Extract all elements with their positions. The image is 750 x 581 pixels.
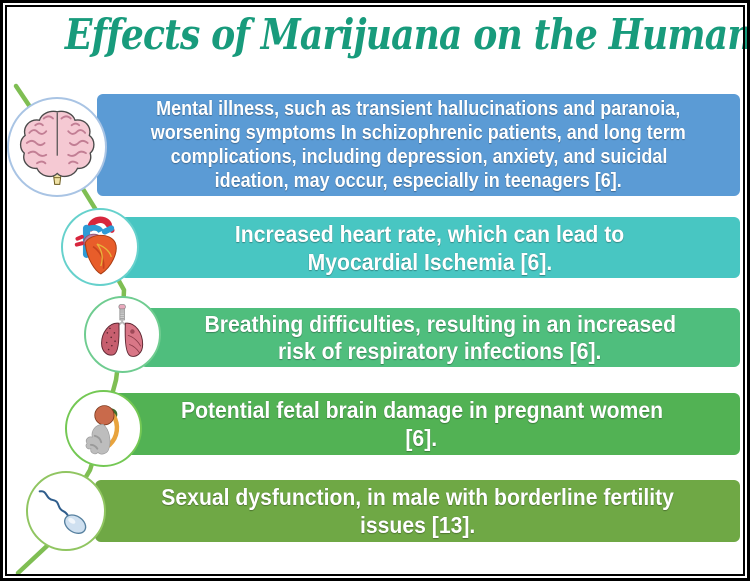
banner-sexual-dysfunction: Sexual dysfunction, in male with borderl… bbox=[95, 480, 740, 542]
banner-line: Breathing difficulties, resulting in an … bbox=[204, 310, 676, 337]
sperm-icon bbox=[38, 489, 86, 534]
lungs-circle bbox=[84, 296, 161, 373]
banner-line: complications, including depression, anx… bbox=[170, 146, 667, 168]
banner-line: ideation, may occur, especially in teena… bbox=[214, 170, 623, 192]
heart-circle bbox=[61, 208, 139, 286]
fetus-icon bbox=[86, 405, 120, 455]
sperm-circle bbox=[26, 471, 106, 551]
banner-line: Sexual dysfunction, in male with borderl… bbox=[161, 484, 674, 510]
page-title: Effects of Marijuana on the Human Body bbox=[0, 10, 750, 59]
banner-line: Myocardial Ischemia [6]. bbox=[307, 248, 553, 275]
brain-icon bbox=[19, 110, 95, 185]
fetus-circle bbox=[65, 390, 142, 467]
page-title-text: Effects of Marijuana on the Human Body bbox=[64, 10, 750, 59]
banner-line: risk of respiratory infections [6]. bbox=[278, 337, 602, 364]
banner-line: issues [13]. bbox=[359, 512, 476, 538]
heart-icon bbox=[75, 217, 118, 275]
banner-heart-rate: Increased heart rate, which can lead to … bbox=[120, 217, 740, 278]
lungs-icon bbox=[101, 304, 144, 358]
banner-breathing: Breathing difficulties, resulting in an … bbox=[140, 308, 740, 367]
banner-line: [6]. bbox=[405, 425, 438, 451]
banner-line: Mental illness, such as transient halluc… bbox=[156, 98, 681, 120]
banner-mental-illness: Mental illness, such as transient halluc… bbox=[97, 94, 740, 196]
banner-line: Potential fetal brain damage in pregnant… bbox=[180, 397, 663, 423]
banner-line: Increased heart rate, which can lead to bbox=[235, 220, 625, 247]
banner-fetal-damage: Potential fetal brain damage in pregnant… bbox=[103, 393, 740, 455]
brain-circle bbox=[7, 97, 107, 197]
banner-line: worsening symptoms In schizophrenic pati… bbox=[150, 122, 687, 144]
